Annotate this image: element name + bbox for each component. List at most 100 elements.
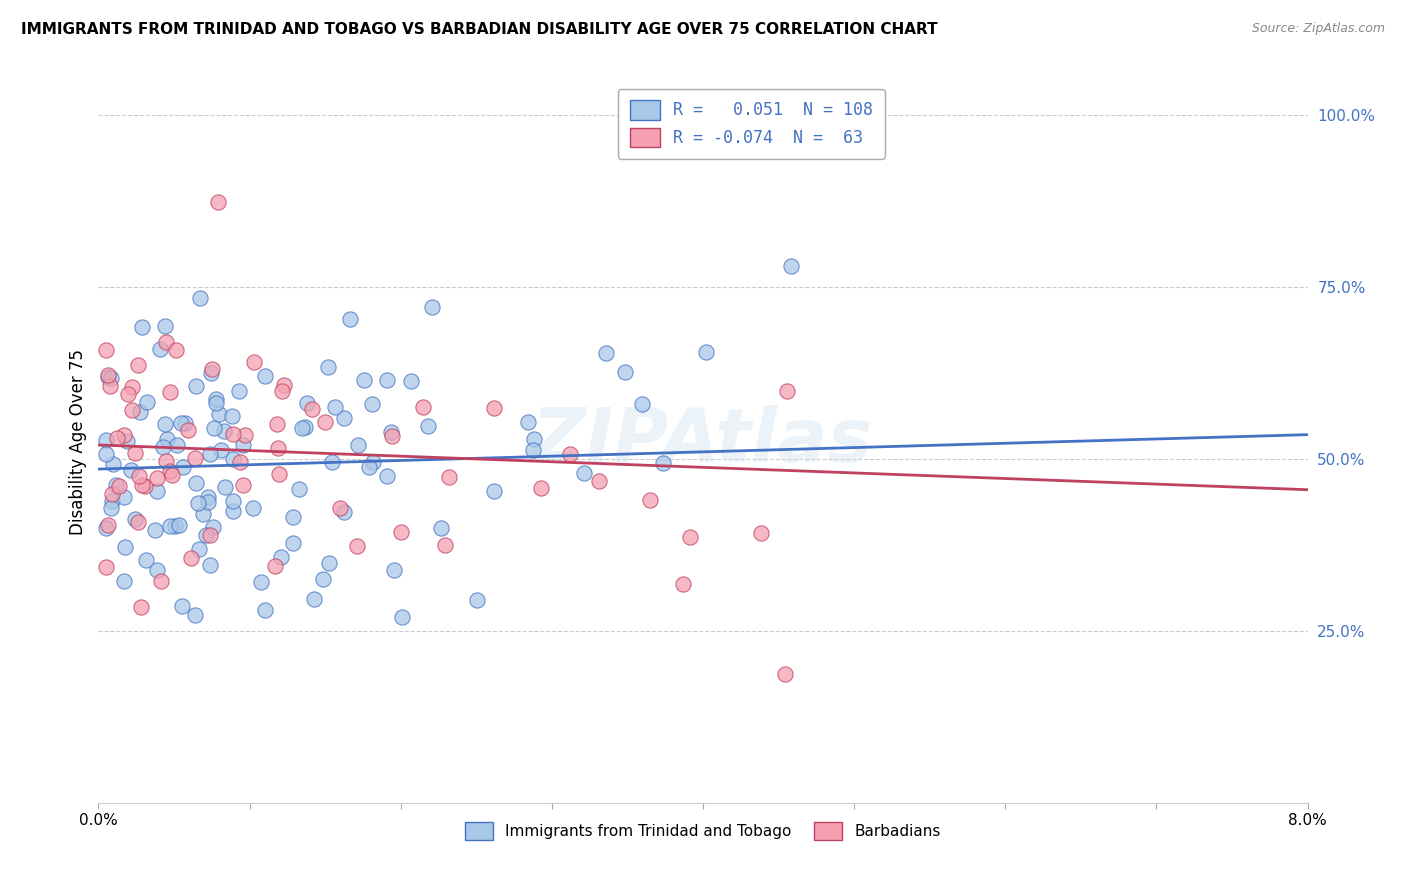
Point (482, 401, 505, 415)
Point (429, 520, 451, 534)
Point (208, 407, 231, 421)
Text: IMMIGRANTS FROM TRINIDAD AND TOBAGO VS BARBADIAN DISABILITY AGE OVER 75 CORRELAT: IMMIGRANTS FROM TRINIDAD AND TOBAGO VS B… (21, 22, 938, 37)
Point (94, 560, 117, 574)
Point (177, 424, 200, 438)
Point (197, 490, 219, 504)
Point (100, 370, 122, 384)
Point (174, 416, 197, 430)
Point (377, 469, 399, 483)
Point (129, 600, 152, 615)
Point (229, 455, 252, 469)
Point (357, 459, 380, 474)
Point (155, 417, 177, 431)
Point (270, 549, 292, 564)
Point (558, 447, 581, 461)
Point (339, 311, 361, 326)
Point (184, 378, 207, 392)
Point (382, 562, 405, 576)
Point (94, 343, 117, 357)
Point (134, 478, 156, 492)
Point (172, 599, 194, 613)
Point (391, 610, 413, 624)
Point (156, 432, 179, 446)
Point (159, 519, 181, 533)
Point (212, 424, 235, 438)
Point (205, 392, 228, 406)
Point (304, 592, 326, 607)
Point (184, 475, 207, 490)
Point (120, 463, 142, 477)
Point (613, 365, 636, 379)
Point (201, 362, 224, 376)
Point (346, 539, 368, 553)
Point (187, 496, 209, 510)
Point (96, 517, 118, 532)
Point (112, 574, 135, 589)
Point (346, 438, 368, 452)
Point (170, 416, 193, 430)
Point (198, 446, 221, 460)
Point (638, 492, 661, 507)
Point (121, 403, 143, 417)
Point (112, 490, 135, 504)
Point (143, 524, 166, 538)
Point (329, 500, 352, 515)
Point (204, 395, 226, 409)
Point (283, 510, 305, 524)
Point (222, 504, 245, 518)
Point (94, 433, 117, 447)
Point (250, 575, 273, 590)
Point (167, 518, 190, 533)
Point (333, 505, 356, 519)
Point (232, 478, 254, 492)
Point (135, 553, 157, 567)
Point (124, 512, 146, 526)
Point (128, 469, 150, 483)
Text: Source: ZipAtlas.com: Source: ZipAtlas.com (1251, 22, 1385, 36)
Point (105, 431, 128, 445)
Point (776, 384, 799, 398)
Point (679, 530, 702, 544)
Point (209, 442, 232, 457)
Point (672, 576, 695, 591)
Point (595, 346, 617, 360)
Y-axis label: Disability Age Over 75: Disability Age Over 75 (69, 349, 87, 534)
Point (159, 385, 181, 400)
Point (100, 487, 122, 501)
Point (321, 454, 343, 468)
Point (332, 410, 354, 425)
Point (222, 451, 245, 466)
Point (318, 556, 340, 570)
Point (221, 493, 243, 508)
Point (146, 471, 169, 485)
Point (375, 373, 398, 387)
Point (146, 483, 169, 498)
Point (273, 378, 295, 392)
Point (94, 447, 117, 461)
Point (228, 384, 250, 398)
Point (198, 528, 221, 542)
Point (200, 558, 222, 573)
Point (418, 418, 440, 433)
Point (97, 370, 120, 384)
Point (422, 301, 444, 315)
Point (184, 450, 207, 465)
Point (267, 442, 290, 456)
Point (631, 397, 654, 411)
Point (749, 525, 772, 540)
Point (214, 480, 236, 494)
Point (121, 380, 143, 394)
Point (522, 442, 544, 457)
Point (779, 259, 801, 273)
Point (266, 417, 288, 432)
Point (323, 400, 346, 414)
Point (184, 608, 207, 623)
Point (253, 603, 276, 617)
Point (360, 396, 382, 410)
Point (100, 501, 122, 516)
Point (155, 319, 177, 334)
Point (197, 495, 219, 509)
Point (263, 558, 285, 573)
Point (530, 481, 553, 495)
Point (439, 470, 461, 484)
